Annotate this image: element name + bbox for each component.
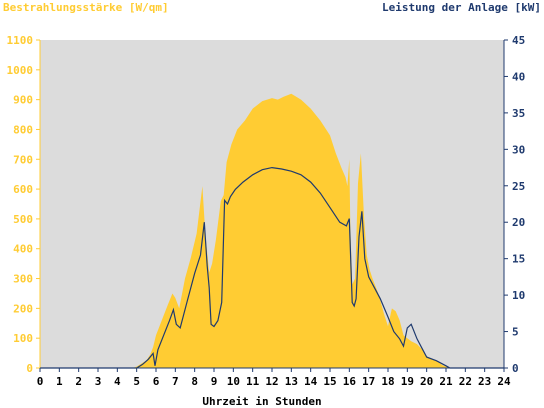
right-tick-label: 5 [512,326,519,339]
right-tick-label: 25 [512,180,525,193]
left-tick-label: 600 [13,183,33,196]
x-tick-label: 4 [114,375,121,388]
x-tick-label: 22 [459,375,472,388]
left-tick-label: 700 [13,153,33,166]
x-tick-label: 19 [401,375,414,388]
x-tick-label: 7 [172,375,179,388]
power-line [40,166,504,369]
x-tick-label: 17 [362,375,375,388]
x-tick-label: 23 [478,375,491,388]
x-tick-label: 14 [304,375,318,388]
x-tick-label: 20 [420,375,433,388]
left-tick-label: 500 [13,213,33,226]
left-tick-label: 400 [13,243,33,256]
left-tick-label: 1000 [7,64,34,77]
x-tick-label: 12 [265,375,278,388]
right-tick-label: 45 [512,34,525,47]
x-tick-label: 15 [323,375,336,388]
left-tick-label: 200 [13,302,33,315]
left-tick-label: 1100 [7,34,34,47]
x-tick-label: 9 [211,375,218,388]
left-axis-title: Bestrahlungsstärke [W/qm] [3,1,169,14]
x-tick-label: 8 [191,375,198,388]
right-tick-label: 0 [512,362,519,375]
left-tick-label: 300 [13,273,33,286]
x-tick-label: 1 [56,375,63,388]
right-tick-label: 15 [512,253,525,266]
x-tick-label: 2 [75,375,82,388]
x-tick-label: 21 [439,375,453,388]
left-tick-label: 100 [13,332,33,345]
x-tick-label: 10 [227,375,240,388]
x-tick-label: 24 [497,375,511,388]
right-tick-label: 10 [512,289,525,302]
x-axis-title: Uhrzeit in Stunden [202,395,321,408]
x-tick-label: 6 [153,375,160,388]
irradiance-area [40,93,504,368]
left-tick-label: 900 [13,94,33,107]
left-tick-label: 0 [26,362,33,375]
x-tick-label: 11 [246,375,260,388]
x-tick-label: 0 [37,375,44,388]
right-axis-title: Leistung der Anlage [kW] [382,1,541,14]
x-tick-label: 3 [95,375,102,388]
x-tick-label: 13 [285,375,298,388]
right-tick-label: 40 [512,70,525,83]
right-tick-label: 20 [512,216,525,229]
x-tick-label: 16 [343,375,357,388]
right-tick-label: 30 [512,143,525,156]
right-tick-label: 35 [512,107,525,120]
x-tick-label: 5 [133,375,140,388]
x-tick-label: 18 [381,375,394,388]
left-tick-label: 800 [13,123,33,136]
